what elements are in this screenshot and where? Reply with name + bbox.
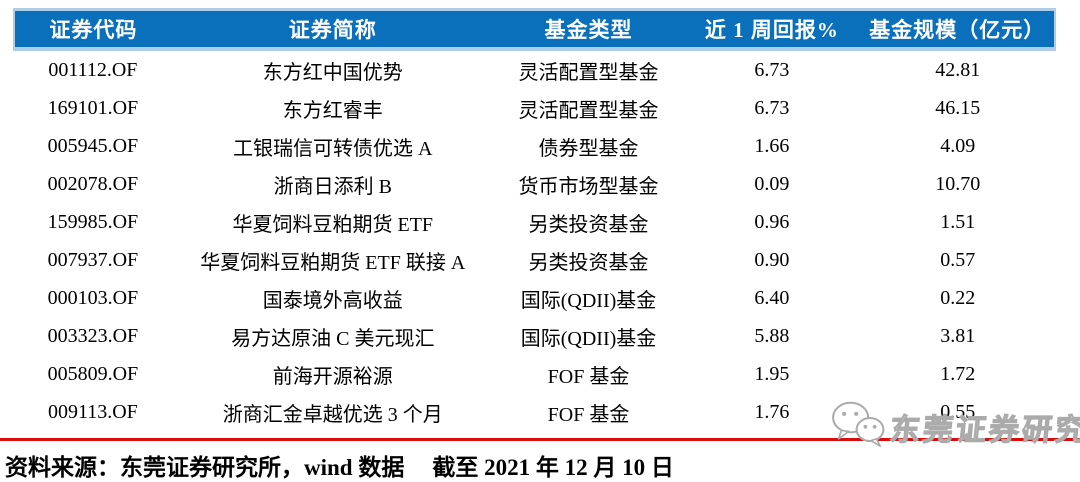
watermark: 东莞证券研究	[830, 400, 1080, 448]
table-cell: 46.15	[935, 96, 981, 119]
table-cell: 169101.OF	[47, 96, 139, 119]
table-cell: 国际(QDII)基金	[520, 327, 657, 350]
column-header: 基金规模（亿元）	[860, 8, 1056, 51]
table-cell: 另类投资基金	[528, 251, 649, 274]
table-cell: 1.51	[940, 210, 976, 233]
table-cell: 42.81	[935, 58, 981, 81]
table-row: 002078.OF 浙商日添利 B 货币市场型基金 0.09 10.70	[14, 165, 1055, 203]
column-header: 证券简称	[171, 8, 494, 51]
table-cell: 债券型基金	[538, 137, 639, 160]
table-cell: 浙商汇金卓越优选 3 个月	[222, 403, 443, 426]
asof-date-text: 截至 2021 年 12 月 10 日	[432, 455, 674, 480]
table-row: 003323.OF 易方达原油 C 美元现汇 国际(QDII)基金 5.88 3.81	[14, 317, 1055, 355]
table-cell: 001112.OF	[48, 58, 138, 81]
table-cell: 6.73	[754, 58, 790, 81]
table-row: 159985.OF 华夏饲料豆粕期货 ETF 另类投资基金 0.96 1.51	[14, 203, 1055, 241]
table-cell: 前海开源裕源	[272, 365, 393, 388]
table-cell: 005809.OF	[47, 362, 139, 385]
table-cell: 货币市场型基金	[518, 175, 659, 198]
table-cell: 007937.OF	[47, 248, 139, 271]
table-cell: 5.88	[754, 324, 790, 347]
table-cell: 6.73	[754, 96, 790, 119]
table-cell: 4.09	[940, 134, 976, 157]
table-cell: 灵活配置型基金	[518, 99, 659, 122]
column-header: 近 1 周回报%	[683, 8, 861, 51]
wechat-icon	[830, 400, 886, 448]
table-cell: 159985.OF	[47, 210, 139, 233]
table-row: 007937.OF 华夏饲料豆粕期货 ETF 联接 A 另类投资基金 0.90 0.57	[14, 241, 1055, 279]
table-header-row: 证券代码 证券简称 基金类型近 1 周回报% 基金规模（亿元）	[13, 8, 1056, 51]
column-header: 基金类型	[493, 8, 684, 51]
table-cell: 0.22	[940, 286, 976, 309]
table-cell: 10.70	[935, 172, 981, 195]
table-cell: 华夏饲料豆粕期货 ETF 联接 A	[200, 251, 466, 274]
table-cell: 0.96	[754, 210, 790, 233]
table-body: 001112.OF 东方红中国优势 灵活配置型基金 6.73 42.81 169101.O…	[14, 49, 1055, 431]
table-cell: 东方红中国优势	[262, 61, 403, 84]
red-divider-line	[0, 438, 1080, 441]
table-cell: 灵活配置型基金	[518, 61, 659, 84]
source-text: 资料来源：东莞证券研究所，wind 数据	[5, 455, 405, 480]
table-cell: 国际(QDII)基金	[520, 289, 657, 312]
table-cell: 002078.OF	[47, 172, 139, 195]
table-cell: 另类投资基金	[528, 213, 649, 236]
table-cell: 3.81	[940, 324, 976, 347]
table-row: 001112.OF 东方红中国优势 灵活配置型基金 6.73 42.81	[14, 49, 1055, 89]
source-note: 资料来源：东莞证券研究所，wind 数据 截至 2021 年 12 月 10 日	[5, 448, 674, 482]
table-row: 005945.OF 工银瑞信可转债优选 A 债券型基金 1.66 4.09	[14, 127, 1055, 165]
table-cell: FOF 基金	[547, 403, 630, 426]
table-cell: 000103.OF	[47, 286, 139, 309]
table-cell: 009113.OF	[47, 400, 138, 423]
column-header: 证券代码	[13, 8, 172, 51]
table-cell: 国泰境外高收益	[262, 289, 403, 312]
table-cell: 0.90	[754, 248, 790, 271]
watermark-text: 东莞证券研究	[888, 413, 1080, 447]
table-cell: 华夏饲料豆粕期货 ETF	[232, 213, 434, 236]
table-cell: 工银瑞信可转债优选 A	[233, 137, 433, 160]
table-cell: 0.55	[940, 400, 976, 423]
table-row: 009113.OF 浙商汇金卓越优选 3 个月 FOF 基金 1.76 0.55	[14, 393, 1055, 431]
table-row: 000103.OF 国泰境外高收益 国际(QDII)基金 6.40 0.22	[14, 279, 1055, 317]
table-cell: 1.66	[754, 134, 790, 157]
table-row: 169101.OF 东方红睿丰 灵活配置型基金 6.73 46.15	[14, 89, 1055, 127]
table-cell: 1.72	[940, 362, 976, 385]
table-cell: 003323.OF	[47, 324, 139, 347]
table-cell: 浙商日添利 B	[273, 175, 392, 198]
table-row: 005809.OF 前海开源裕源 FOF 基金 1.95 1.72	[14, 355, 1055, 393]
table-cell: FOF 基金	[547, 365, 630, 388]
table-cell: 1.95	[754, 362, 790, 385]
table-cell: 0.09	[754, 172, 790, 195]
table-cell: 东方红睿丰	[282, 99, 383, 122]
table-cell: 易方达原油 C 美元现汇	[231, 327, 435, 350]
table-cell: 005945.OF	[47, 134, 139, 157]
table-cell: 1.76	[754, 400, 790, 423]
table-cell: 0.57	[940, 248, 976, 271]
table-cell: 6.40	[754, 286, 790, 309]
fund-table: 证券代码 证券简称 基金类型近 1 周回报% 基金规模（亿元） 001112.OF 东方…	[13, 8, 1056, 431]
